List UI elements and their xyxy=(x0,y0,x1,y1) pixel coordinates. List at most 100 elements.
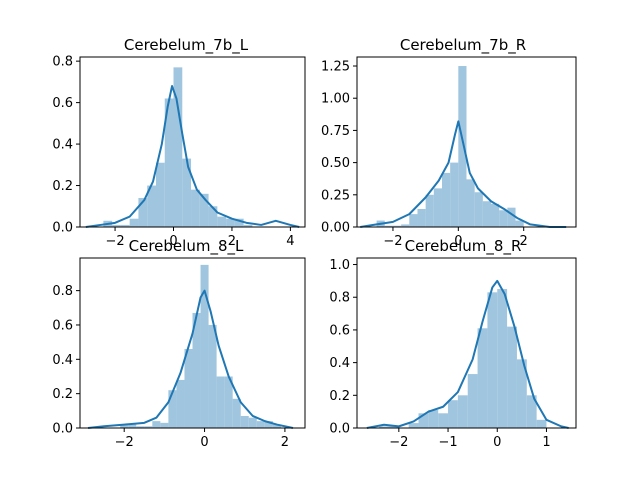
y-tick-label: 1.00 xyxy=(321,92,350,107)
histogram-bar xyxy=(491,203,500,227)
histogram-bar xyxy=(482,201,492,227)
histogram-bar xyxy=(450,162,459,227)
histogram-bar xyxy=(136,426,145,428)
y-tick-label: 0.6 xyxy=(52,96,73,111)
histogram-bar xyxy=(417,208,426,227)
axes-frame xyxy=(356,257,577,429)
histogram-bar xyxy=(112,224,121,227)
histogram-bar xyxy=(155,162,165,227)
histogram-bar xyxy=(457,395,468,428)
histogram-bar xyxy=(467,374,478,428)
histogram-bar xyxy=(418,413,429,428)
y-tick-label: 0.6 xyxy=(329,323,350,338)
histogram-bar xyxy=(208,324,217,428)
histogram-bar xyxy=(144,426,153,428)
x-tick-label: 0 xyxy=(169,234,177,249)
histogram-bar xyxy=(120,224,130,227)
histogram-bar xyxy=(497,289,508,428)
x-tick-label: 2 xyxy=(228,234,236,249)
histogram-bar xyxy=(526,395,537,428)
y-tick-label: 0.2 xyxy=(329,389,350,404)
histogram-bar xyxy=(392,225,402,227)
y-tick-label: 0.2 xyxy=(52,179,73,194)
histogram-bar xyxy=(507,207,516,227)
histogram-bar xyxy=(425,194,434,227)
x-tick-label: 0 xyxy=(493,435,501,450)
histogram-bar xyxy=(216,376,225,428)
kde-line xyxy=(87,289,294,429)
histogram-bar xyxy=(208,206,218,227)
histogram-bar xyxy=(477,328,488,428)
y-tick-label: 0.8 xyxy=(52,284,73,299)
x-tick-label: −1 xyxy=(438,435,457,450)
histogram-bar xyxy=(438,413,449,428)
y-tick-label: 0.0 xyxy=(329,422,350,437)
histogram-bar xyxy=(264,421,273,428)
histogram-bar xyxy=(160,422,169,428)
histogram-bar xyxy=(433,188,442,227)
y-tick-label: 1.0 xyxy=(329,258,350,273)
histogram-bar xyxy=(466,179,475,227)
x-tick-label: 2 xyxy=(281,435,289,450)
histogram-bar xyxy=(515,220,524,227)
histogram-bar xyxy=(401,224,410,227)
histogram-bar xyxy=(200,264,209,428)
y-tick-label: 0.50 xyxy=(321,156,350,171)
histogram-bar xyxy=(128,424,137,428)
histogram-bar xyxy=(536,419,547,428)
kde-line xyxy=(366,279,569,429)
histogram-bar xyxy=(168,390,177,428)
histogram-bar xyxy=(147,185,156,227)
histogram-bar xyxy=(240,415,249,428)
histogram-bar xyxy=(384,225,393,227)
y-tick-label: 0.8 xyxy=(329,291,350,306)
histogram-bar xyxy=(173,67,183,228)
y-tick-label: 0.25 xyxy=(321,188,350,203)
histogram-bar xyxy=(272,424,281,428)
y-tick-label: 0.8 xyxy=(52,55,73,70)
histogram-bar xyxy=(379,426,389,428)
y-tick-label: 0.4 xyxy=(52,353,73,368)
subplot-cerebelum-7b-r: −2 0 2 0.00 0.25 0.50 0.75 1.00 1.25 Cerebelum_7b… xyxy=(321,36,577,249)
histogram-bar xyxy=(152,421,161,428)
x-tick-label: −2 xyxy=(389,435,408,450)
histogram-bar xyxy=(388,426,399,428)
histogram-bar xyxy=(499,210,508,227)
histogram-bar xyxy=(474,192,483,227)
histogram-bar xyxy=(192,312,201,428)
histogram-bar xyxy=(226,218,235,227)
histogram-bar xyxy=(409,214,418,227)
subplot-title: Cerebelum_8_R xyxy=(405,237,522,256)
y-tick-label: 0.4 xyxy=(329,356,350,371)
subplot-cerebelum-8-r: −2 −1 0 1 0.0 0.2 0.4 0.6 0.8 1.0 Cerebelum_8_R xyxy=(329,237,577,450)
y-tick-label: 0.0 xyxy=(52,221,73,236)
x-tick-label: 0 xyxy=(200,435,208,450)
y-tick-label: 0.00 xyxy=(321,221,350,236)
histogram-bar xyxy=(507,326,517,428)
y-tick-label: 0.0 xyxy=(52,422,73,437)
y-tick-label: 0.4 xyxy=(52,138,73,153)
histogram-bar xyxy=(224,376,233,428)
subplot-title: Cerebelum_7b_L xyxy=(124,36,249,55)
histogram-bar xyxy=(256,421,265,428)
subplot-title: Cerebelum_7b_R xyxy=(400,36,526,55)
kde-line xyxy=(85,85,300,228)
axes-frame xyxy=(356,56,577,228)
histogram-bar xyxy=(120,424,129,428)
histogram-bar xyxy=(248,417,257,428)
kde-line xyxy=(360,120,567,228)
y-tick-label: 0.75 xyxy=(321,124,350,139)
histogram-bar xyxy=(487,292,498,428)
x-tick-label: 4 xyxy=(286,234,294,249)
x-tick-label: 1 xyxy=(542,435,550,450)
histogram-bar xyxy=(138,197,148,227)
x-tick-label: −2 xyxy=(115,435,134,450)
y-tick-label: 0.2 xyxy=(52,387,73,402)
axes-frame xyxy=(79,257,306,429)
histogram-bar xyxy=(191,189,200,227)
histogram-bar xyxy=(458,66,467,228)
histogram-bar xyxy=(428,410,439,428)
axes-frame xyxy=(79,56,306,228)
histogram-bar xyxy=(408,423,419,428)
